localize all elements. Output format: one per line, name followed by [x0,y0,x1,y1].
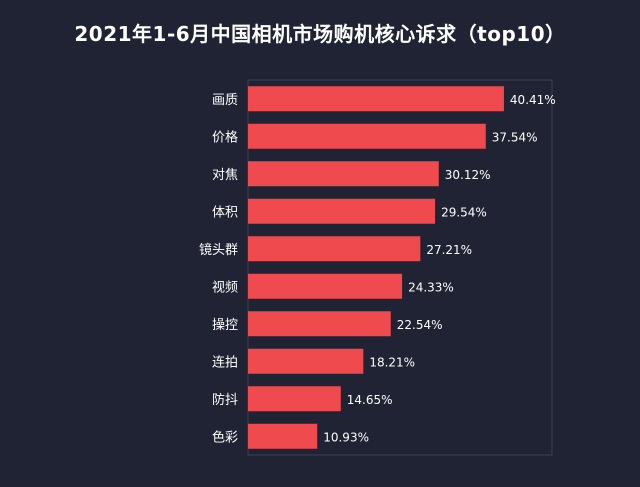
category-label: 镜头群 [199,243,238,258]
bar-3 [248,198,436,224]
category-label: 视频 [212,280,238,295]
value-label: 30.12% [445,168,491,182]
bar-4 [248,236,421,262]
category-label: 画质 [212,93,238,108]
category-label: 价格 [212,129,238,145]
bar-0 [248,86,504,112]
value-label: 40.41% [510,93,556,107]
category-label: 防抖 [212,392,238,408]
category-label: 体积 [212,205,238,220]
bar-9 [248,423,318,449]
value-label: 24.33% [408,280,454,294]
value-label: 10.93% [323,430,369,444]
value-label: 37.54% [492,130,538,144]
bar-2 [248,161,439,187]
bar-1 [248,123,486,149]
bar-6 [248,311,391,337]
value-label: 14.65% [347,393,393,407]
bar-8 [248,386,341,412]
bar-5 [248,273,403,299]
plot-area-frame [247,79,553,456]
value-label: 29.54% [441,205,487,219]
value-label: 22.54% [397,318,443,332]
category-label: 操控 [212,317,238,333]
category-label: 对焦 [212,168,238,183]
bar-7 [248,348,364,374]
value-label: 18.21% [369,355,415,369]
chart-title: 2021年1-6月中国相机市场购机核心诉求（top10） [74,22,566,46]
category-label: 色彩 [212,429,238,445]
value-label: 27.21% [426,243,472,257]
category-label: 连拍 [212,354,238,370]
